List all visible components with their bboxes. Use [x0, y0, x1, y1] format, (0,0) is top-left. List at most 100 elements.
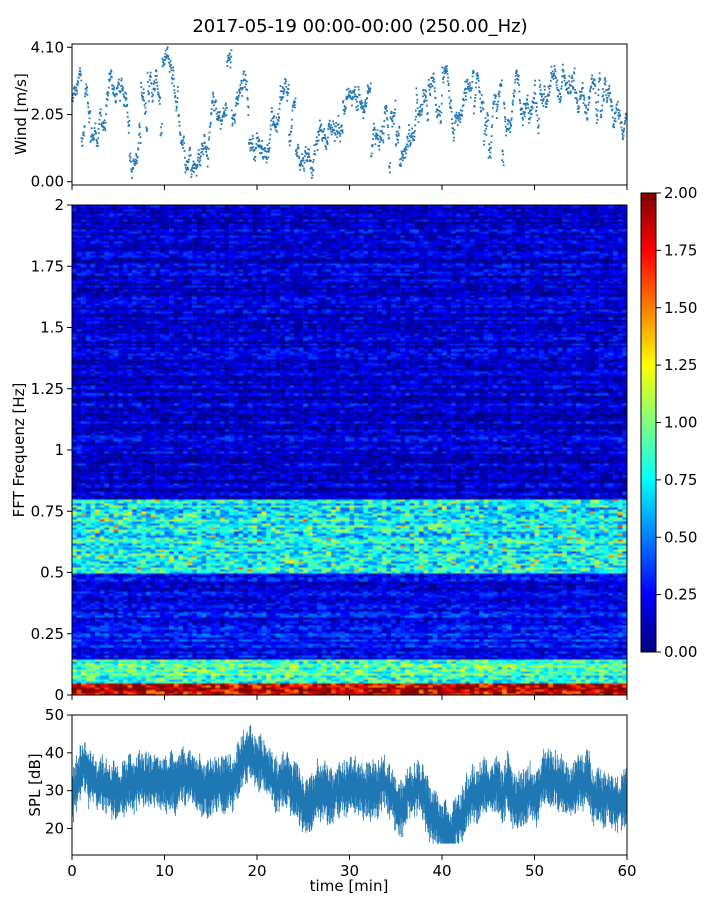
wind-point — [304, 150, 306, 152]
wind-point — [194, 164, 197, 167]
wind-point — [592, 87, 595, 90]
wind-point — [258, 145, 261, 147]
colorbar-frame — [640, 192, 657, 653]
wind-point — [226, 65, 229, 67]
wind-point — [245, 80, 248, 83]
wind-point — [410, 136, 413, 139]
wind-point — [280, 98, 283, 101]
wind-point — [340, 124, 343, 127]
wind-point — [224, 104, 227, 106]
wind-point — [380, 139, 383, 142]
wind-point — [312, 161, 315, 164]
wind-point — [172, 69, 175, 72]
wind-point — [362, 117, 365, 120]
wind-point — [315, 140, 318, 142]
wind-xticks — [71, 185, 628, 190]
wind-point — [617, 114, 620, 117]
wind-point — [601, 109, 603, 112]
wind-point — [165, 55, 168, 58]
wind-point — [440, 120, 442, 123]
wind-point — [217, 119, 220, 121]
wind-point — [600, 115, 603, 118]
wind-point — [131, 177, 134, 179]
wind-point — [613, 120, 616, 122]
wind-point — [550, 65, 553, 68]
wind-point — [287, 88, 290, 91]
wind-point — [376, 133, 378, 136]
wind-point — [88, 111, 91, 114]
wind-point — [548, 87, 551, 90]
wind-point — [334, 132, 336, 135]
wind-point — [434, 90, 436, 93]
wind-point — [119, 91, 122, 94]
wind-point — [406, 137, 409, 140]
wind-point — [223, 111, 225, 114]
wind-point — [410, 133, 413, 136]
wind-point — [550, 73, 553, 75]
wind-axes-frame — [71, 43, 628, 186]
wind-point — [315, 143, 318, 146]
wind-point — [504, 125, 507, 128]
wind-point — [212, 104, 215, 107]
wind-point — [440, 102, 443, 105]
wind-point — [130, 168, 133, 171]
wind-point — [139, 142, 142, 144]
wind-point — [200, 148, 203, 150]
wind-point — [215, 112, 218, 115]
wind-point — [581, 82, 584, 85]
wind-point — [577, 107, 580, 110]
wind-point — [424, 89, 427, 91]
wind-point — [610, 100, 613, 102]
wind-point — [177, 86, 179, 88]
wind-point — [463, 88, 466, 91]
wind-point — [193, 171, 195, 173]
wind-point — [559, 93, 561, 95]
wind-point — [503, 107, 506, 110]
wind-point — [173, 89, 176, 92]
wind-point — [552, 78, 555, 80]
wind-point — [111, 88, 114, 91]
wind-point — [510, 125, 512, 127]
wind-point — [149, 74, 151, 77]
wind-point — [479, 91, 481, 94]
wind-point — [374, 143, 377, 146]
wind-point — [284, 78, 287, 81]
wind-point — [286, 99, 289, 102]
wind-point — [224, 102, 227, 105]
wind-point — [246, 98, 249, 101]
wind-point — [393, 122, 395, 125]
wind-point — [353, 95, 356, 98]
wind-point — [144, 102, 147, 105]
wind-point — [203, 135, 206, 138]
wind-point — [576, 107, 579, 110]
wind-point — [375, 132, 377, 135]
wind-point — [258, 138, 261, 141]
wind-point — [319, 124, 322, 127]
wind-point — [552, 75, 554, 78]
wind-point — [240, 79, 243, 82]
wind-point — [340, 125, 343, 128]
wind-point — [100, 114, 102, 117]
wind-point — [453, 136, 455, 139]
wind-point — [267, 150, 270, 153]
wind-point — [113, 88, 115, 91]
wind-point — [393, 114, 396, 117]
wind-point — [285, 80, 287, 83]
spectrogram-ytick-label: 0 — [54, 686, 64, 704]
wind-point — [312, 159, 315, 161]
wind-point — [518, 90, 521, 93]
wind-point — [376, 137, 379, 139]
wind-point — [555, 84, 558, 87]
wind-point — [551, 70, 554, 73]
wind-point — [296, 155, 299, 157]
wind-point — [371, 145, 374, 148]
wind-point — [191, 167, 193, 170]
wind-point — [473, 112, 475, 115]
wind-point — [147, 90, 150, 93]
wind-point — [338, 131, 340, 134]
wind-point — [379, 130, 382, 133]
wind-point — [133, 164, 136, 166]
wind-point — [471, 81, 474, 83]
wind-point — [543, 85, 546, 88]
